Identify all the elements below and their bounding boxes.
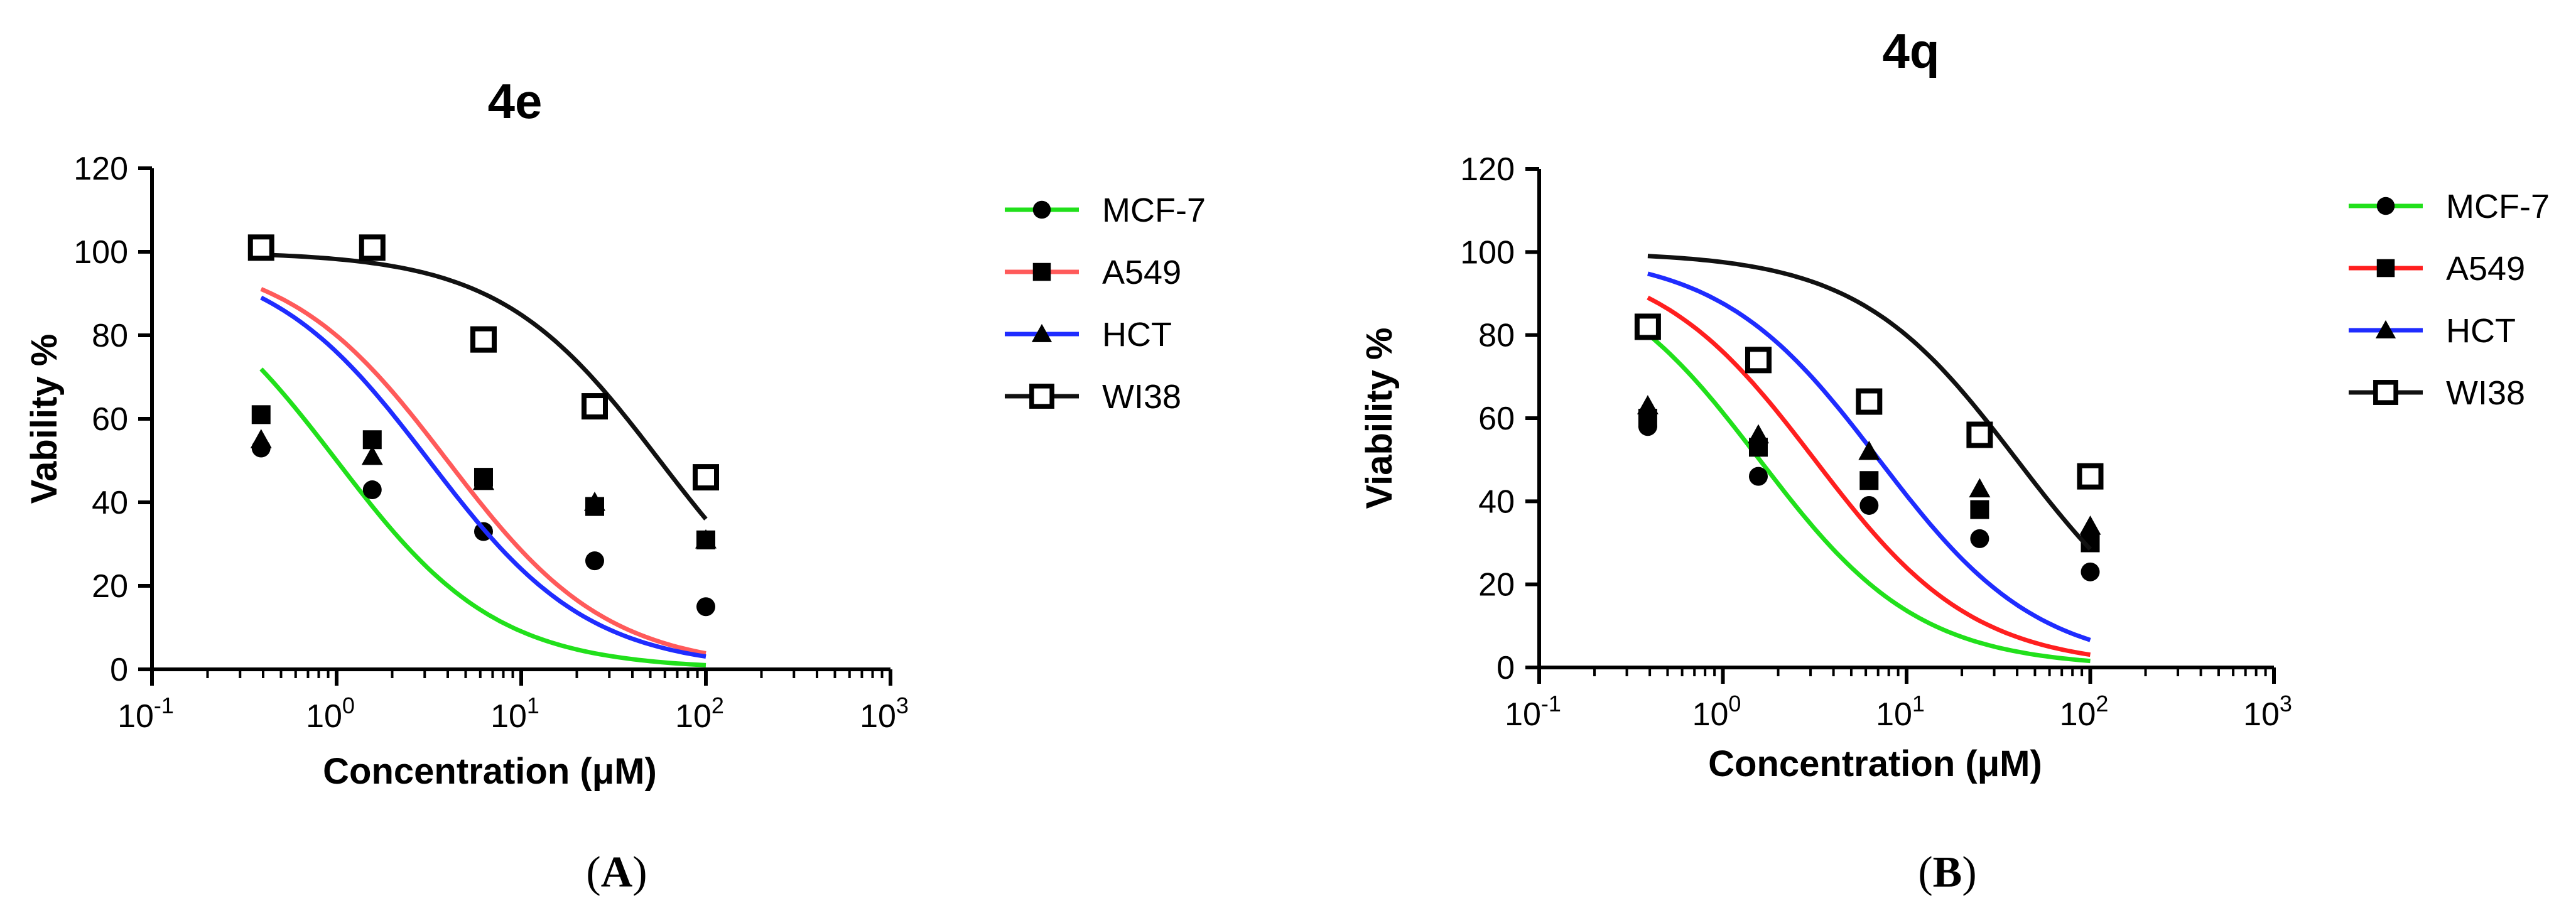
legend-marker-mcf-7 [1032,200,1051,219]
panel-label: (A) [586,848,647,897]
fit-curve-hct [260,295,706,659]
legend-label-mcf-7: MCF-7 [1102,192,1206,229]
data-point-hct [695,529,717,549]
data-point-wi38 [247,234,274,261]
data-point-wi38 [581,393,608,420]
data-point-wi38 [359,234,386,261]
data-point-mcf-7 [362,480,382,500]
data-point-a549 [1970,500,1989,519]
y-tick-label: 60 [1478,401,1515,437]
y-tick-label: 80 [92,318,128,354]
data-point-mcf-7 [2081,562,2100,581]
data-point-hct [361,445,383,465]
fit-curve-wi38 [261,252,708,521]
data-point-wi38 [1856,388,1883,415]
legend-label-hct: HCT [2446,312,2516,350]
data-point-mcf-7 [696,597,715,617]
legend-marker-wi38 [1029,384,1054,409]
y-axis-label: Viability % [1359,327,1400,509]
data-point-wi38 [1966,421,1993,448]
y-tick-label: 120 [1460,151,1515,188]
legend-label-mcf-7: MCF-7 [2446,188,2550,225]
x-tick-label: 100 [1692,691,1741,733]
panel-label: (B) [1918,848,1976,897]
fit-curve-wi38 [1647,254,2092,551]
data-point-mcf-7 [585,551,604,571]
x-tick-label: 101 [1876,691,1925,733]
data-point-a549 [251,405,271,424]
y-tick-label: 40 [92,485,128,521]
chart-title: 4e [488,73,543,129]
y-tick-label: 40 [1478,483,1515,520]
y-tick-label: 60 [92,401,128,438]
x-tick-label: 10-1 [117,693,174,735]
data-point-hct [1858,440,1880,460]
chart-title: 4q [1882,23,1939,78]
fit-curve-mcf-7 [259,367,706,667]
legend-label-a549: A549 [1102,254,1181,291]
x-tick-label: 100 [306,693,355,735]
legend-label-hct: HCT [1102,316,1172,354]
data-point-wi38 [1745,347,1772,374]
panel-a: 4e 0 20 40 60 80 100 120 10-1 100 101 102 103 Concent… [24,73,1206,897]
y-tick-label: 100 [73,234,128,271]
data-point-wi38 [1634,313,1661,340]
y-tick-label: 120 [73,151,128,187]
x-tick-label: 101 [490,693,539,735]
data-point-hct [1747,424,1769,444]
y-tick-label: 0 [110,652,128,688]
data-point-hct [1969,478,1991,498]
y-axis-label: Vability % [24,334,65,504]
data-point-mcf-7 [1970,529,1989,548]
legend-marker-mcf-7 [2376,197,2395,215]
x-tick-label: 10-1 [1505,691,1561,733]
legend-label-a549: A549 [2446,250,2525,288]
data-point-wi38 [470,326,497,353]
fit-curve-a549 [260,287,706,656]
data-point-a549 [1859,471,1879,490]
data-point-hct [472,470,494,490]
legend-label-wi38: WI38 [2446,374,2525,412]
x-tick-label: 102 [675,693,724,735]
data-point-hct [250,429,272,448]
legend-marker-wi38 [2373,380,2398,405]
data-point-wi38 [693,464,719,491]
legend-marker-hct [1031,323,1053,342]
x-tick-label: 102 [2060,691,2109,733]
data-point-hct [1637,395,1659,414]
x-tick-label: 103 [2243,691,2292,733]
legend-marker-hct [2375,320,2396,338]
x-tick-label: 103 [860,693,909,735]
y-tick-label: 80 [1478,318,1515,354]
legend-marker-a549 [2376,259,2395,278]
data-point-mcf-7 [1859,495,1879,515]
x-axis-label: Concentration (μM) [323,751,657,792]
data-point-hct [2079,516,2101,535]
y-tick-label: 100 [1460,234,1515,271]
y-tick-label: 20 [92,568,128,605]
legend-marker-a549 [1032,262,1051,281]
fit-curve-a549 [1647,295,2091,657]
y-tick-label: 0 [1496,650,1515,686]
x-axis-label: Concentration (μM) [1708,743,2042,784]
data-point-wi38 [2077,463,2104,490]
fit-curve-mcf-7 [1646,332,2091,664]
data-point-mcf-7 [1748,467,1768,486]
data-point-hct [583,492,605,511]
y-tick-label: 20 [1478,567,1515,603]
legend-label-wi38: WI38 [1102,378,1181,416]
panel-b: 4q 0 20 40 60 80 100 120 10-1 100 101 102 103 Concent… [1359,23,2550,897]
